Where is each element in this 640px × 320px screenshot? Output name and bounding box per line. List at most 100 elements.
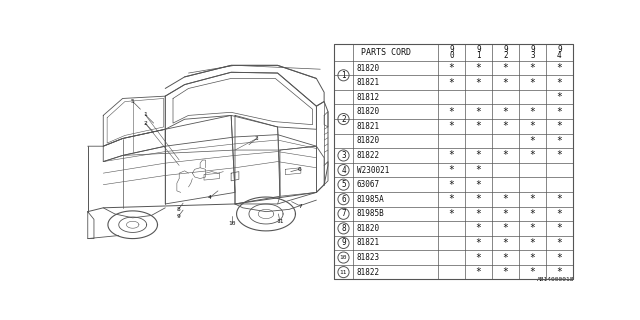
Text: 81821: 81821 bbox=[356, 78, 380, 87]
Text: *: * bbox=[556, 209, 563, 219]
Text: 5: 5 bbox=[131, 99, 134, 104]
Text: 3: 3 bbox=[341, 151, 346, 160]
Text: *: * bbox=[502, 121, 508, 131]
Text: *: * bbox=[529, 121, 536, 131]
Text: *: * bbox=[476, 209, 481, 219]
Text: *: * bbox=[556, 194, 563, 204]
Text: *: * bbox=[502, 107, 508, 117]
Text: *: * bbox=[556, 267, 563, 277]
Bar bbox=[334, 44, 573, 279]
Text: *: * bbox=[476, 180, 481, 190]
Text: *: * bbox=[449, 63, 454, 73]
Text: *: * bbox=[529, 77, 536, 88]
Text: 63067: 63067 bbox=[356, 180, 380, 189]
Text: *: * bbox=[556, 63, 563, 73]
Text: *: * bbox=[529, 223, 536, 233]
Text: 0: 0 bbox=[449, 51, 454, 60]
Text: *: * bbox=[556, 77, 563, 88]
Text: *: * bbox=[449, 194, 454, 204]
Text: *: * bbox=[476, 267, 481, 277]
Text: 6: 6 bbox=[341, 195, 346, 204]
Text: 9: 9 bbox=[530, 45, 535, 54]
Text: 9: 9 bbox=[503, 45, 508, 54]
Text: *: * bbox=[449, 107, 454, 117]
Text: 9: 9 bbox=[476, 45, 481, 54]
Text: 81822: 81822 bbox=[356, 151, 380, 160]
Text: *: * bbox=[502, 238, 508, 248]
Text: 4: 4 bbox=[557, 51, 562, 60]
Text: *: * bbox=[556, 107, 563, 117]
Text: 3: 3 bbox=[255, 136, 259, 141]
Text: *: * bbox=[502, 209, 508, 219]
Text: *: * bbox=[556, 136, 563, 146]
Text: *: * bbox=[476, 252, 481, 262]
Text: 81823: 81823 bbox=[356, 253, 380, 262]
Text: 9: 9 bbox=[557, 45, 562, 54]
Text: 4: 4 bbox=[207, 195, 211, 200]
Text: 10: 10 bbox=[228, 221, 236, 226]
Text: 8: 8 bbox=[177, 207, 180, 212]
Text: *: * bbox=[502, 63, 508, 73]
Text: 9: 9 bbox=[177, 214, 180, 219]
Text: 81820: 81820 bbox=[356, 136, 380, 145]
Text: *: * bbox=[449, 165, 454, 175]
Text: *: * bbox=[502, 223, 508, 233]
Text: 11: 11 bbox=[276, 219, 284, 224]
Text: *: * bbox=[449, 180, 454, 190]
Text: 9: 9 bbox=[449, 45, 454, 54]
Text: 11: 11 bbox=[340, 270, 348, 275]
Text: *: * bbox=[502, 150, 508, 161]
Text: 1: 1 bbox=[476, 51, 481, 60]
Text: 1: 1 bbox=[143, 112, 147, 117]
Text: *: * bbox=[529, 107, 536, 117]
Text: *: * bbox=[529, 238, 536, 248]
Text: *: * bbox=[449, 150, 454, 161]
Text: 2: 2 bbox=[503, 51, 508, 60]
Text: *: * bbox=[449, 77, 454, 88]
Text: *: * bbox=[556, 150, 563, 161]
Text: *: * bbox=[502, 194, 508, 204]
Text: *: * bbox=[476, 150, 481, 161]
Text: *: * bbox=[556, 121, 563, 131]
Text: 9: 9 bbox=[341, 238, 346, 247]
Text: 2: 2 bbox=[143, 121, 147, 125]
Text: 10: 10 bbox=[340, 255, 348, 260]
Text: *: * bbox=[476, 63, 481, 73]
Text: *: * bbox=[476, 223, 481, 233]
Text: *: * bbox=[476, 194, 481, 204]
Text: *: * bbox=[529, 136, 536, 146]
Text: *: * bbox=[476, 77, 481, 88]
Text: 81812: 81812 bbox=[356, 93, 380, 102]
Text: 2: 2 bbox=[341, 115, 346, 124]
Text: *: * bbox=[449, 209, 454, 219]
Text: *: * bbox=[556, 252, 563, 262]
Text: *: * bbox=[556, 223, 563, 233]
Text: *: * bbox=[502, 77, 508, 88]
Text: 5: 5 bbox=[341, 180, 346, 189]
Text: *: * bbox=[529, 252, 536, 262]
Text: *: * bbox=[476, 238, 481, 248]
Text: *: * bbox=[476, 121, 481, 131]
Text: *: * bbox=[476, 165, 481, 175]
Text: *: * bbox=[449, 121, 454, 131]
Text: *: * bbox=[529, 194, 536, 204]
Text: 81820: 81820 bbox=[356, 107, 380, 116]
Text: 81985B: 81985B bbox=[356, 209, 385, 218]
Text: 81822: 81822 bbox=[356, 268, 380, 276]
Text: *: * bbox=[529, 150, 536, 161]
Text: 7: 7 bbox=[299, 204, 303, 209]
Text: 3: 3 bbox=[530, 51, 535, 60]
Text: *: * bbox=[502, 267, 508, 277]
Text: 81985A: 81985A bbox=[356, 195, 385, 204]
Text: 8: 8 bbox=[341, 224, 346, 233]
Text: *: * bbox=[556, 92, 563, 102]
Text: 81821: 81821 bbox=[356, 122, 380, 131]
Text: W230021: W230021 bbox=[356, 165, 389, 175]
Text: *: * bbox=[476, 107, 481, 117]
Text: 4: 4 bbox=[341, 165, 346, 175]
Text: *: * bbox=[529, 209, 536, 219]
Text: 7: 7 bbox=[341, 209, 346, 218]
Text: AB14000018: AB14000018 bbox=[537, 277, 575, 282]
Text: 81820: 81820 bbox=[356, 224, 380, 233]
Text: *: * bbox=[529, 267, 536, 277]
